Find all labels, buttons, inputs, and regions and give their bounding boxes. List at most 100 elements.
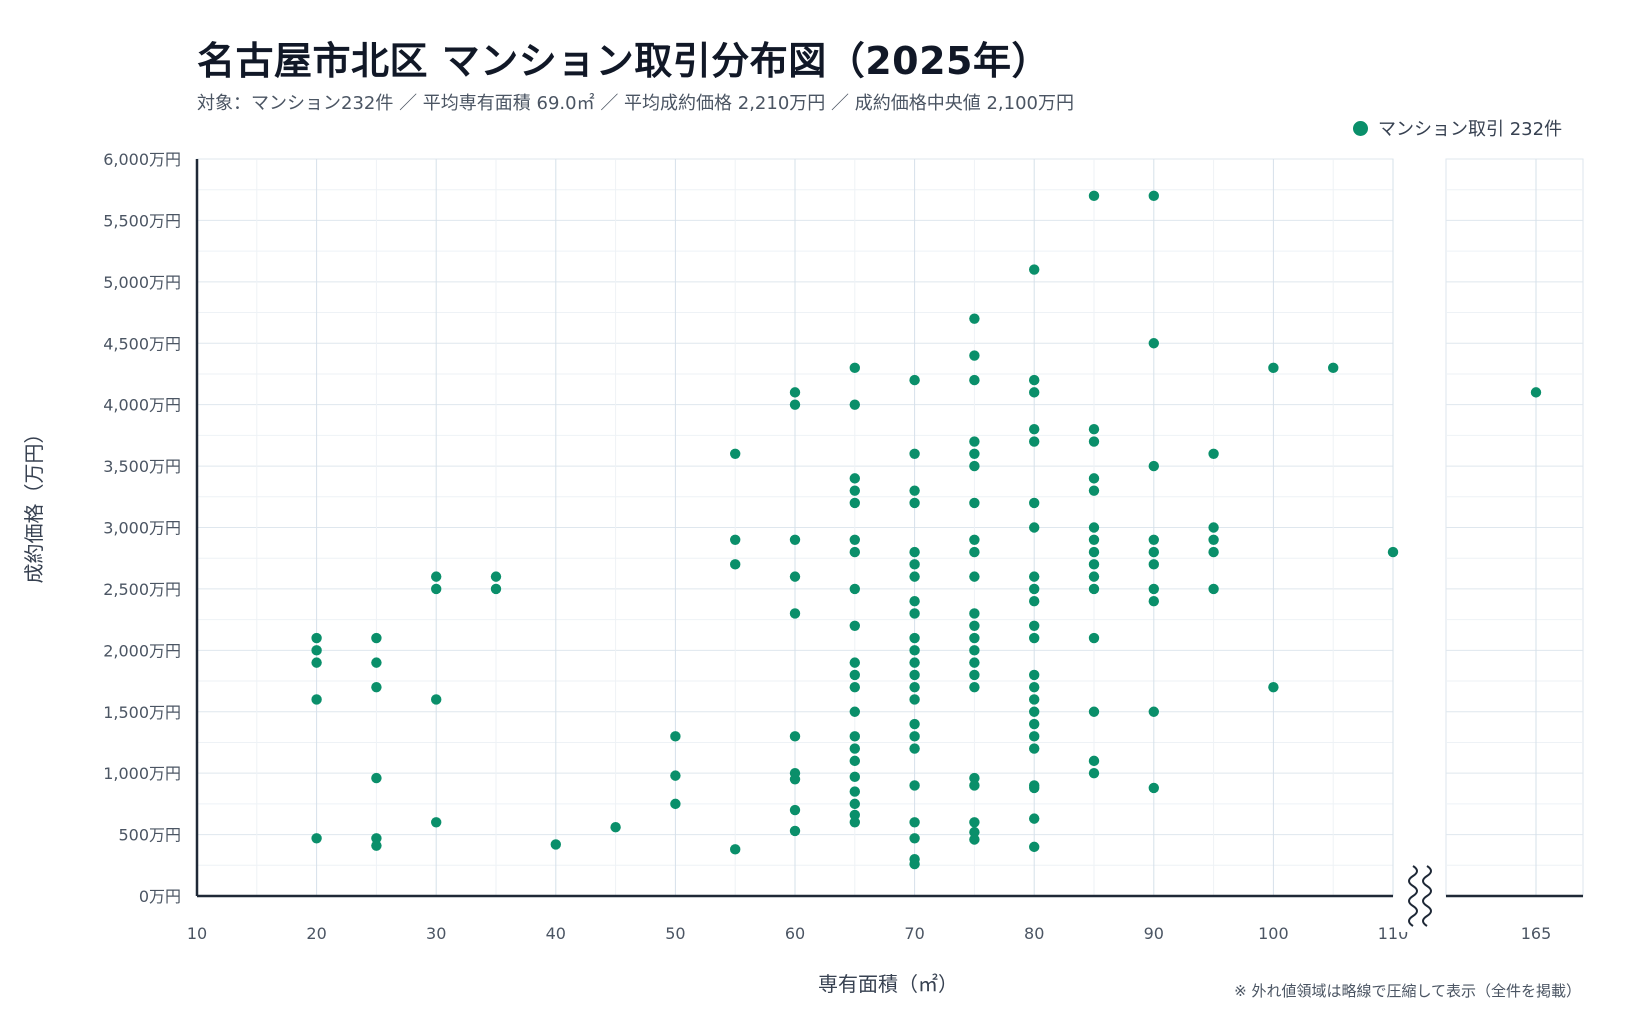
x-tick-label: 50 xyxy=(665,924,685,943)
data-point xyxy=(1088,571,1100,582)
data-point xyxy=(1268,362,1279,374)
data-point xyxy=(969,350,980,361)
data-point xyxy=(1088,583,1100,595)
data-points xyxy=(311,190,1542,870)
data-point xyxy=(969,669,980,681)
data-point xyxy=(849,755,860,767)
data-point xyxy=(969,632,980,644)
data-point xyxy=(909,645,920,656)
data-point xyxy=(1029,596,1040,607)
data-point xyxy=(909,743,920,754)
data-point xyxy=(1148,338,1160,349)
data-point xyxy=(909,608,920,619)
data-point xyxy=(969,571,980,582)
data-point xyxy=(789,731,801,742)
data-point xyxy=(789,825,801,837)
data-point xyxy=(969,620,980,631)
data-point xyxy=(311,833,322,844)
legend[interactable]: マンション取引 232件 xyxy=(1353,115,1562,141)
axis-break-squiggle xyxy=(1422,865,1432,927)
data-point xyxy=(1029,374,1040,386)
data-point xyxy=(1268,681,1279,693)
axis-break-gap xyxy=(1395,862,1444,932)
y-tick-label: 3,000万円 xyxy=(103,519,181,538)
data-point xyxy=(969,608,980,619)
data-point xyxy=(1088,767,1100,779)
data-point xyxy=(969,460,980,472)
x-tick-label: 80 xyxy=(1024,924,1044,943)
data-point xyxy=(849,362,860,374)
x-tick-label: 40 xyxy=(546,924,566,943)
data-point xyxy=(730,448,741,459)
data-point xyxy=(849,546,860,558)
data-point xyxy=(431,694,442,705)
data-point xyxy=(431,583,442,595)
data-point xyxy=(311,657,322,668)
data-point xyxy=(730,534,741,545)
x-tick-label: 20 xyxy=(306,924,326,943)
data-point xyxy=(1029,731,1040,742)
data-point xyxy=(909,497,920,509)
data-point xyxy=(849,706,860,717)
data-point xyxy=(969,645,980,656)
data-point xyxy=(1208,546,1219,558)
data-point xyxy=(1088,534,1100,545)
data-point xyxy=(371,657,382,668)
x-tick-label: 165 xyxy=(1521,924,1552,943)
data-point xyxy=(1029,632,1040,644)
x-tick-label: 30 xyxy=(426,924,446,943)
x-axis-label: 専有面積（㎡） xyxy=(818,972,958,996)
data-point xyxy=(431,817,442,828)
legend-label: マンション取引 232件 xyxy=(1378,119,1563,140)
data-point xyxy=(969,780,980,791)
data-point xyxy=(909,657,920,668)
data-point xyxy=(1148,583,1160,595)
data-point xyxy=(1088,436,1100,447)
data-point xyxy=(969,534,980,545)
data-point xyxy=(849,669,860,681)
data-point xyxy=(670,731,681,742)
y-tick-label: 0万円 xyxy=(139,887,181,906)
data-point xyxy=(490,583,502,595)
x-tick-label: 60 xyxy=(785,924,805,943)
data-point xyxy=(849,657,860,668)
data-point xyxy=(969,681,980,693)
y-tick-label: 2,500万円 xyxy=(103,580,181,599)
x-tick-label: 90 xyxy=(1144,924,1164,943)
data-point xyxy=(1029,813,1040,824)
data-point xyxy=(909,731,920,742)
data-point xyxy=(1029,718,1040,730)
axes xyxy=(195,159,1583,898)
data-point xyxy=(969,546,980,558)
data-point xyxy=(1208,534,1219,545)
y-tick-label: 1,500万円 xyxy=(103,703,181,722)
data-point xyxy=(1148,534,1160,545)
data-point xyxy=(1088,424,1100,435)
data-point xyxy=(1530,387,1542,398)
data-point xyxy=(1088,546,1100,558)
y-tick-label: 3,500万円 xyxy=(103,457,181,476)
data-point xyxy=(1148,596,1160,607)
data-point xyxy=(909,448,920,459)
data-point xyxy=(1088,755,1100,767)
data-point xyxy=(909,681,920,693)
data-point xyxy=(1208,583,1219,595)
data-point xyxy=(1029,706,1040,717)
data-point xyxy=(849,497,860,509)
data-point xyxy=(789,804,801,816)
data-point xyxy=(431,571,442,582)
data-point xyxy=(1088,485,1100,496)
data-point xyxy=(1029,841,1040,853)
data-point xyxy=(1029,522,1040,533)
data-point xyxy=(849,399,860,410)
y-tick-label: 6,000万円 xyxy=(103,150,181,169)
data-point xyxy=(909,632,920,644)
data-point xyxy=(1029,424,1040,435)
footnote: ※ 外れ値領域は略線で圧縮して表示（全件を掲載） xyxy=(1234,982,1581,1000)
data-point xyxy=(670,770,681,781)
data-point xyxy=(909,858,920,870)
legend-marker-icon xyxy=(1353,120,1368,136)
data-point xyxy=(1148,460,1160,472)
y-tick-label: 5,500万円 xyxy=(103,211,181,230)
data-point xyxy=(969,497,980,509)
